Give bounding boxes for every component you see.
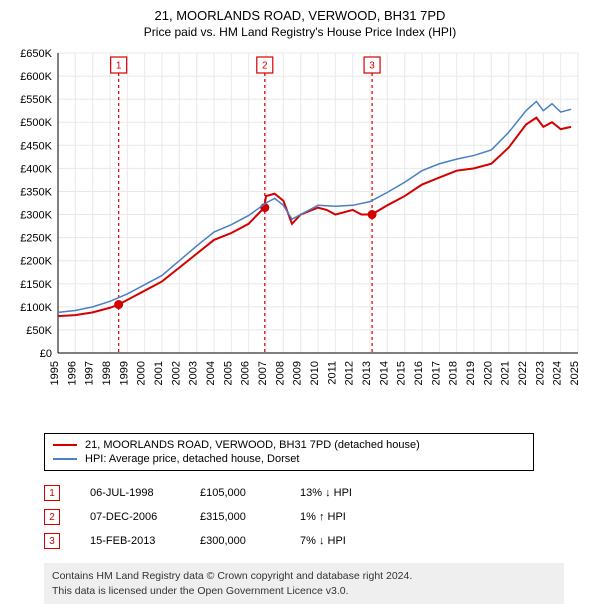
svg-text:2025: 2025 xyxy=(569,361,581,385)
svg-text:£450K: £450K xyxy=(20,140,52,152)
price-chart: £0 £50K £100K £150K £200K £250K £300K £350K £400… xyxy=(10,47,590,427)
svg-text:£300K: £300K xyxy=(20,210,52,222)
event-hpi-diff: 1% ↑ HPI xyxy=(300,511,400,523)
event-hpi-diff: 13% ↓ HPI xyxy=(300,487,400,499)
event-price: £105,000 xyxy=(200,487,300,499)
event-marker: 2 xyxy=(44,509,60,525)
event-price: £315,000 xyxy=(200,511,300,523)
svg-text:2001: 2001 xyxy=(153,361,165,385)
chart-title: 21, MOORLANDS ROAD, VERWOOD, BH31 7PD xyxy=(10,8,590,23)
svg-text:2020: 2020 xyxy=(482,361,494,385)
svg-text:2000: 2000 xyxy=(136,361,148,385)
legend: 21, MOORLANDS ROAD, VERWOOD, BH31 7PD (d… xyxy=(44,433,534,471)
event-date: 15-FEB-2013 xyxy=(90,535,200,547)
svg-text:2006: 2006 xyxy=(240,361,252,385)
legend-label: HPI: Average price, detached house, Dors… xyxy=(85,453,299,465)
svg-text:£50K: £50K xyxy=(26,325,52,337)
svg-text:£650K: £650K xyxy=(20,48,52,60)
event-hpi-diff: 7% ↓ HPI xyxy=(300,535,400,547)
event-price: £300,000 xyxy=(200,535,300,547)
legend-label: 21, MOORLANDS ROAD, VERWOOD, BH31 7PD (d… xyxy=(85,439,420,451)
footer-line: Contains HM Land Registry data © Crown c… xyxy=(52,569,556,584)
event-row: 2 07-DEC-2006£315,0001% ↑ HPI xyxy=(44,505,590,529)
svg-text:2009: 2009 xyxy=(292,361,304,385)
svg-text:1997: 1997 xyxy=(84,361,96,385)
event-row: 3 15-FEB-2013£300,0007% ↓ HPI xyxy=(44,529,590,553)
legend-item: 21, MOORLANDS ROAD, VERWOOD, BH31 7PD (d… xyxy=(53,438,525,452)
svg-text:£550K: £550K xyxy=(20,94,52,106)
svg-text:2014: 2014 xyxy=(378,361,390,385)
attribution-footer: Contains HM Land Registry data © Crown c… xyxy=(44,563,564,604)
svg-text:2004: 2004 xyxy=(205,361,217,385)
event-date: 07-DEC-2006 xyxy=(90,511,200,523)
event-marker: 3 xyxy=(44,533,60,549)
event-marker: 1 xyxy=(44,485,60,501)
svg-text:£0: £0 xyxy=(40,348,52,360)
svg-text:2003: 2003 xyxy=(188,361,200,385)
svg-text:2022: 2022 xyxy=(517,361,529,385)
svg-text:2021: 2021 xyxy=(500,361,512,385)
svg-text:2018: 2018 xyxy=(448,361,460,385)
svg-text:2023: 2023 xyxy=(534,361,546,385)
chart-subtitle: Price paid vs. HM Land Registry's House … xyxy=(10,25,590,39)
svg-text:2013: 2013 xyxy=(361,361,373,385)
svg-text:2010: 2010 xyxy=(309,361,321,385)
svg-text:1998: 1998 xyxy=(101,361,113,385)
svg-text:£350K: £350K xyxy=(20,186,52,198)
svg-text:1996: 1996 xyxy=(66,361,78,385)
svg-text:£200K: £200K xyxy=(20,256,52,268)
svg-text:2016: 2016 xyxy=(413,361,425,385)
svg-text:£150K: £150K xyxy=(20,279,52,291)
legend-swatch xyxy=(53,458,77,460)
svg-text:2002: 2002 xyxy=(170,361,182,385)
svg-text:£250K: £250K xyxy=(20,233,52,245)
svg-text:£500K: £500K xyxy=(20,117,52,129)
svg-text:1995: 1995 xyxy=(49,361,61,385)
legend-swatch xyxy=(53,444,77,446)
events-table: 1 06-JUL-1998£105,00013% ↓ HPI 2 07-DEC-200… xyxy=(44,481,590,553)
svg-text:2007: 2007 xyxy=(257,361,269,385)
svg-text:2008: 2008 xyxy=(274,361,286,385)
svg-text:2011: 2011 xyxy=(326,361,338,385)
footer-line: This data is licensed under the Open Gov… xyxy=(52,584,556,599)
svg-text:1999: 1999 xyxy=(118,361,130,385)
svg-text:2017: 2017 xyxy=(430,361,442,385)
svg-text:£400K: £400K xyxy=(20,163,52,175)
event-row: 1 06-JUL-1998£105,00013% ↓ HPI xyxy=(44,481,590,505)
svg-text:1: 1 xyxy=(116,61,122,72)
svg-text:2: 2 xyxy=(262,61,268,72)
svg-text:2024: 2024 xyxy=(552,361,564,385)
svg-text:2015: 2015 xyxy=(396,361,408,385)
svg-text:3: 3 xyxy=(369,61,375,72)
event-date: 06-JUL-1998 xyxy=(90,487,200,499)
svg-text:2005: 2005 xyxy=(222,361,234,385)
svg-text:£600K: £600K xyxy=(20,71,52,83)
svg-text:2012: 2012 xyxy=(344,361,356,385)
svg-text:£100K: £100K xyxy=(20,302,52,314)
legend-item: HPI: Average price, detached house, Dors… xyxy=(53,452,525,466)
svg-text:2019: 2019 xyxy=(465,361,477,385)
